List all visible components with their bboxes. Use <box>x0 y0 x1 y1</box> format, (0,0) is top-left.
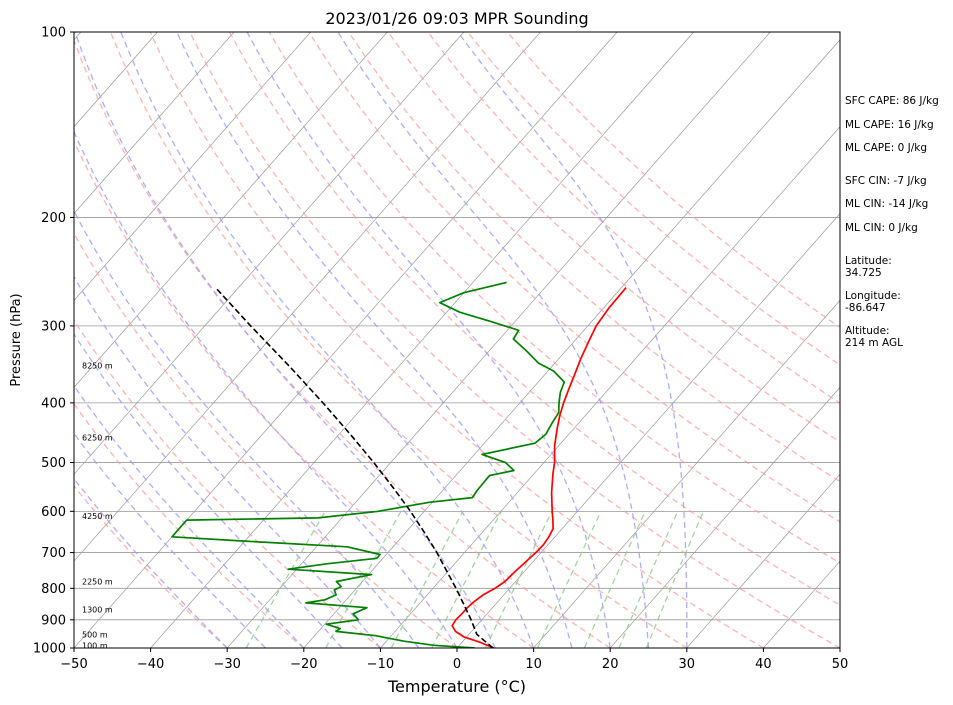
height-label: 8250 m <box>82 362 113 371</box>
y-axis-label: Pressure (hPa) <box>9 293 24 386</box>
isotherm-line <box>303 39 840 648</box>
moist-adiabat-line <box>457 32 688 648</box>
moist-adiabat-line <box>74 432 266 648</box>
ml-cape-note: ML CAPE: 16 J/kg <box>845 119 934 131</box>
mixing-ratio-line <box>583 511 646 648</box>
y-tick-label: 1000 <box>33 642 66 657</box>
isotherm-line <box>533 299 840 648</box>
dry-adiabat-line <box>74 140 534 648</box>
mixing-ratio-line <box>390 510 464 648</box>
x-tick-label: −40 <box>137 657 164 672</box>
y-tick-label: 500 <box>41 456 66 471</box>
mixing-ratio-line <box>245 510 326 648</box>
y-tick-label: 700 <box>41 546 66 561</box>
height-label: 100 m <box>82 641 108 650</box>
x-axis-label: Temperature (°C) <box>387 677 526 696</box>
x-tick-label: 30 <box>679 657 696 672</box>
dry-adiabat-line <box>228 32 840 606</box>
y-tick-label: 300 <box>41 319 66 334</box>
mixing-ratio-line <box>536 511 602 648</box>
dry-adiabat-line <box>387 32 840 443</box>
x-tick-label: 50 <box>832 657 849 672</box>
dry-adiabat-line <box>149 32 764 648</box>
isotherm-line <box>74 32 465 475</box>
height-label: 4250 m <box>82 512 113 521</box>
isotherm-line <box>74 32 388 388</box>
isotherm-line <box>150 32 694 648</box>
x-tick-label: −10 <box>367 657 394 672</box>
height-label: 6250 m <box>82 433 113 442</box>
moist-adiabat-line <box>176 32 573 648</box>
moist-adiabat-line <box>246 32 611 648</box>
x-tick-label: 40 <box>755 657 772 672</box>
y-tick-label: 100 <box>41 26 66 41</box>
sfc-cape-note: SFC CAPE: 86 J/kg <box>845 95 939 107</box>
x-tick-label: −20 <box>290 657 317 672</box>
isotherm-line <box>380 126 840 648</box>
altitude-note: Altitude: 214 m AGL <box>845 325 903 349</box>
moist-adiabat-line <box>74 477 228 648</box>
chart-title: 2023/01/26 09:03 MPR Sounding <box>325 9 588 28</box>
x-tick-label: 10 <box>525 657 542 672</box>
x-tick-label: −30 <box>213 657 240 672</box>
isotherm-line <box>74 32 235 215</box>
mixing-ratio-line <box>645 511 704 648</box>
height-label: 2250 m <box>82 578 113 587</box>
mixing-ratio-line <box>618 511 679 648</box>
dry-adiabat-line <box>74 232 458 648</box>
moist-adiabat-line <box>337 32 650 648</box>
y-tick-label: 800 <box>41 582 66 597</box>
isotherm-line <box>686 473 840 648</box>
dewpoint-profile-line <box>171 281 566 648</box>
moist-adiabat-line <box>74 32 496 648</box>
height-label: 1300 m <box>82 606 113 615</box>
dry-adiabat-line <box>268 32 840 564</box>
y-tick-label: 900 <box>41 613 66 628</box>
sfc-cin-note: SFC CIN: -7 J/kg <box>845 175 927 187</box>
mixing-ratio-line <box>431 511 502 648</box>
longitude-note: Longitude: -86.647 <box>845 290 901 314</box>
x-tick-label: 0 <box>453 657 461 672</box>
y-tick-label: 600 <box>41 505 66 520</box>
isotherm-line <box>456 213 840 648</box>
dry-adiabat-line <box>189 32 840 648</box>
height-label: 500 m <box>82 630 108 639</box>
isotherm-line <box>609 386 840 648</box>
moist-adiabat-line <box>74 209 420 648</box>
moist-adiabat-line <box>120 32 535 648</box>
latitude-note: Latitude: 34.725 <box>845 255 892 279</box>
isotherm-line <box>74 32 311 301</box>
dry-adiabat-line <box>74 484 228 648</box>
y-tick-label: 200 <box>41 211 66 226</box>
ml-cin-note-2: ML CIN: 0 J/kg <box>845 222 918 234</box>
x-tick-label: −50 <box>60 657 87 672</box>
ml-cape-note-2: ML CAPE: 0 J/kg <box>845 142 928 154</box>
dry-adiabat-line <box>427 32 840 404</box>
dry-adiabat-line <box>74 38 611 648</box>
dry-adiabat-line <box>348 32 840 483</box>
temperature-profile-line <box>451 287 627 648</box>
dry-adiabat-line <box>109 32 688 648</box>
parcel-profile-line <box>214 287 494 648</box>
dry-adiabat-line <box>74 402 305 648</box>
mixing-ratio-line <box>484 511 553 648</box>
isotherm-line <box>74 32 541 562</box>
x-tick-label: 20 <box>602 657 619 672</box>
y-tick-label: 400 <box>41 396 66 411</box>
dry-adiabat-line <box>308 32 840 523</box>
mixing-ratio-line <box>325 510 402 648</box>
isotherm-line <box>74 32 618 648</box>
moist-adiabat-line <box>74 130 458 648</box>
ml-cin-note: ML CIN: -14 J/kg <box>845 198 929 210</box>
moist-adiabat-line <box>74 384 305 648</box>
